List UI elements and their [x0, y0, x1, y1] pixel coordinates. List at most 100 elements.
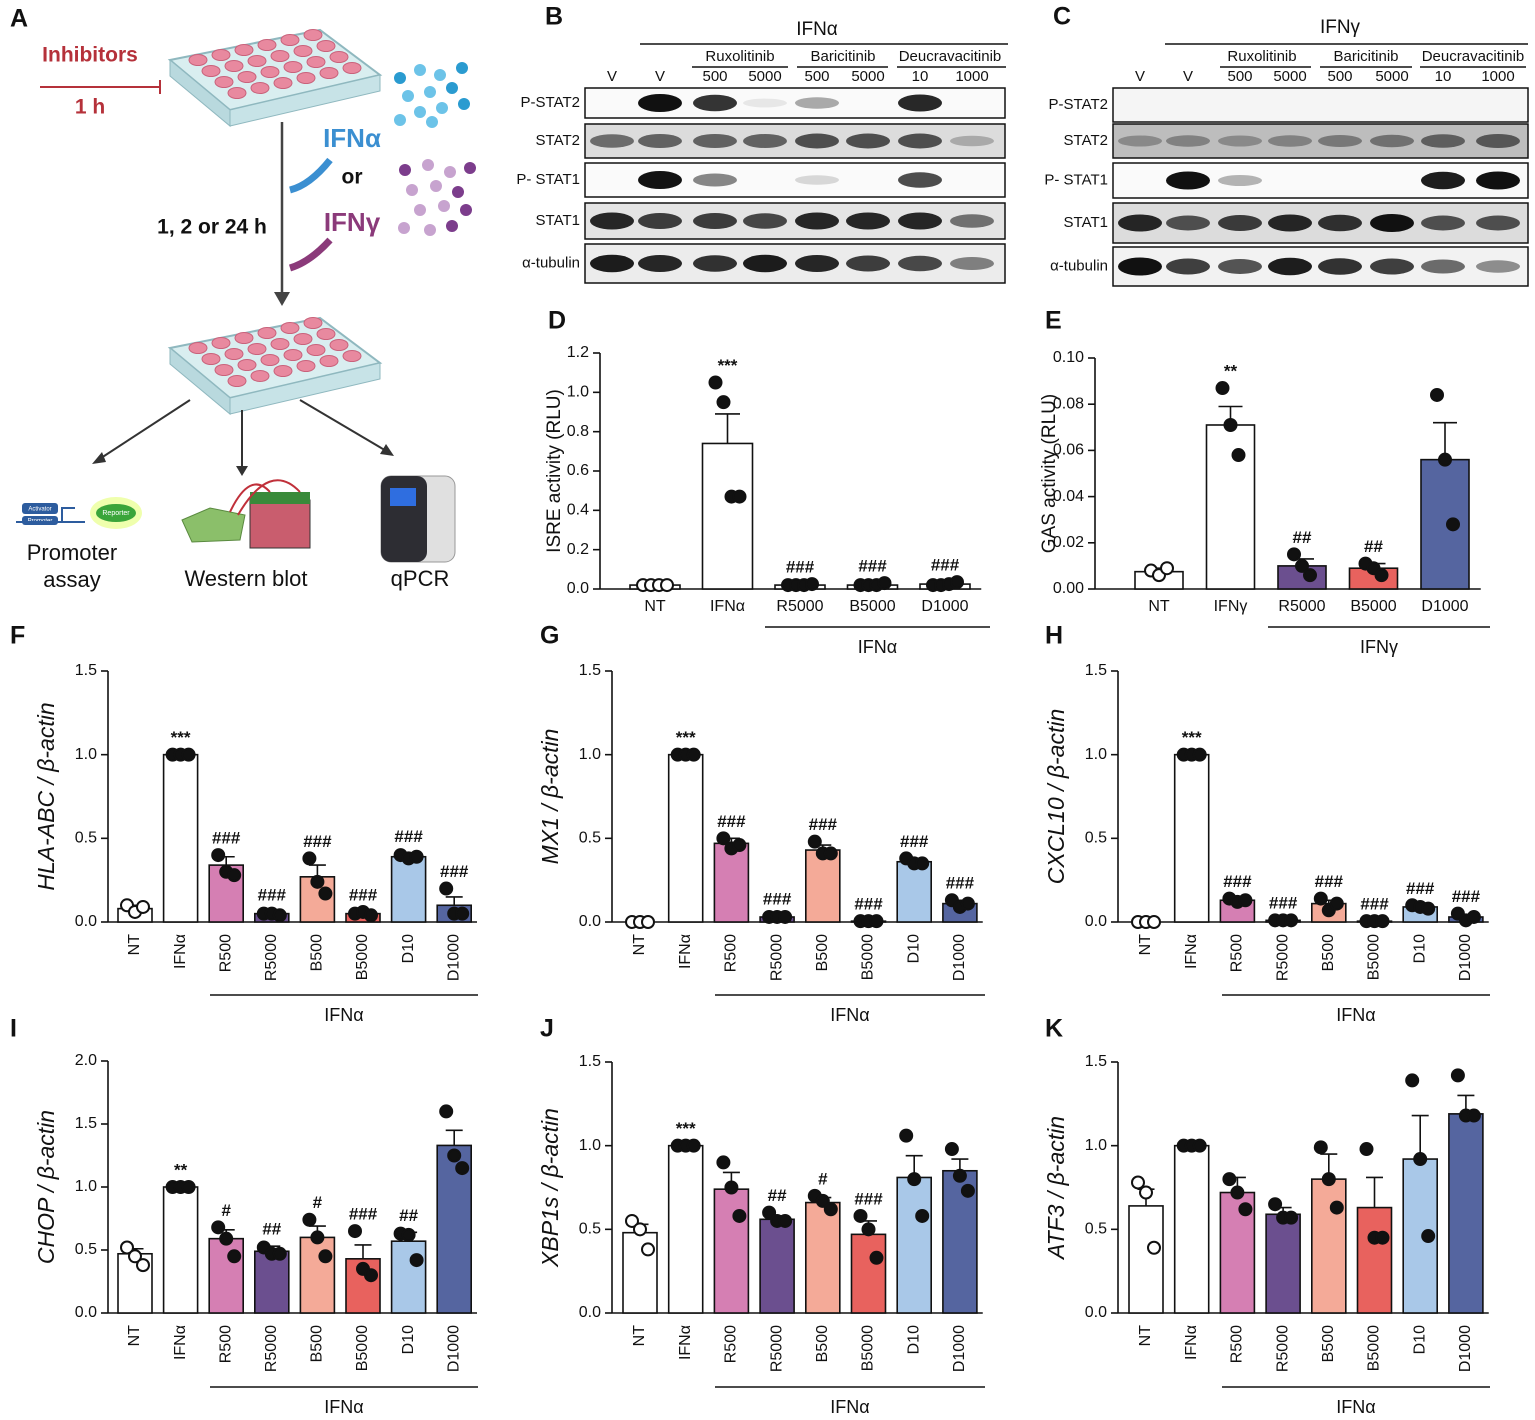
arrow-head [92, 452, 106, 464]
ifng-dot [424, 224, 436, 236]
data-point [853, 1208, 868, 1223]
drug-label: Baricitinib [810, 48, 875, 65]
row-label: P-STAT2 [1049, 96, 1108, 113]
well [270, 50, 290, 62]
bar [1173, 1144, 1210, 1314]
panel-label: C [1053, 3, 1071, 31]
data-point [960, 896, 975, 911]
band [1318, 135, 1362, 147]
x-tick-label: NT [126, 1325, 143, 1347]
plate-side [229, 362, 381, 415]
data-point [1284, 913, 1299, 928]
data-point [1313, 891, 1328, 906]
dose-label: 500 [1227, 68, 1252, 85]
data-point [952, 1168, 967, 1183]
significance: ### [349, 1205, 378, 1224]
well [201, 353, 221, 365]
band [693, 255, 737, 272]
well [211, 49, 231, 61]
data-point [633, 1222, 647, 1237]
ifng-dot [444, 166, 456, 178]
significance: ## [1293, 528, 1312, 547]
x-tick-label: D10 [1411, 1325, 1428, 1354]
data-point [227, 868, 242, 883]
dose-label: 5000 [1273, 68, 1306, 85]
data-point [1230, 1185, 1245, 1200]
row-label: P-STAT2 [521, 94, 580, 111]
x-tick-label: D1000 [951, 934, 968, 981]
data-point [409, 1253, 424, 1268]
ifna-dot [394, 72, 406, 84]
y-tick-label: 1.0 [579, 746, 601, 763]
significance: ## [1364, 537, 1383, 556]
dose-label: 500 [804, 68, 829, 85]
data-point [1223, 417, 1238, 432]
data-point [1466, 909, 1481, 924]
activator-box [22, 503, 58, 514]
data-point [364, 1268, 378, 1283]
data-point [1430, 387, 1444, 402]
drug-label: Deucravacitinib [899, 48, 1002, 65]
y-tick-label: 1.0 [75, 1178, 97, 1195]
ifng-dot [406, 184, 418, 196]
well [250, 82, 270, 94]
x-tick-label: B5000 [860, 1325, 877, 1371]
significance: ## [262, 1220, 281, 1239]
data-point [823, 846, 838, 861]
band [638, 171, 682, 189]
ifng-label: IFNγ [324, 207, 381, 237]
well [257, 39, 277, 51]
x-tick-label: D10 [1411, 934, 1428, 963]
significance: *** [171, 728, 191, 747]
data-point [272, 1246, 287, 1261]
arrow-head [380, 444, 394, 456]
y-axis-label: MX1 / β-actin [537, 729, 563, 865]
band [795, 212, 839, 230]
inhibitors-label: Inhibitors [42, 44, 138, 67]
band [590, 212, 634, 230]
ifna-dot [458, 98, 470, 110]
icon-label: Reporter [102, 510, 130, 517]
x-tick-label: B5000 [860, 934, 877, 980]
data-point [181, 747, 196, 762]
well [257, 327, 277, 339]
bar [390, 1240, 427, 1314]
band [693, 134, 737, 148]
band [1118, 135, 1162, 147]
data-point [815, 1193, 830, 1208]
time-label: 1, 2 or 24 h [157, 216, 267, 239]
arrow [97, 399, 191, 461]
significance: ### [303, 832, 332, 851]
data-point [1147, 915, 1161, 929]
significance: ### [854, 1189, 883, 1208]
x-tick-label: B5000 [354, 1325, 371, 1371]
treatment-label: IFNγ [1320, 17, 1361, 38]
band [638, 255, 682, 272]
dose-label: 5000 [748, 68, 781, 85]
bar [1356, 1206, 1393, 1314]
band [898, 212, 942, 230]
output-label: qPCR [391, 566, 450, 591]
error-bar [715, 413, 740, 444]
data-point [128, 1249, 142, 1264]
ifng-arrow [288, 237, 333, 272]
data-point [1139, 1185, 1153, 1200]
band [1421, 134, 1465, 148]
y-tick-label: 1.0 [75, 746, 97, 763]
plate [167, 28, 383, 128]
well [260, 354, 280, 366]
x-tick-label: R500 [1229, 1325, 1246, 1363]
data-point [1238, 1202, 1253, 1217]
y-tick-label: 0.06 [1053, 442, 1084, 459]
data-point [762, 1205, 777, 1220]
significance: *** [718, 356, 738, 375]
significance: *** [1182, 728, 1202, 747]
well [342, 350, 362, 362]
y-axis-label: XBP1s / β-actin [537, 1108, 563, 1268]
x-tick-label: R5000 [776, 598, 823, 615]
y-tick-label: 1.0 [1085, 746, 1107, 763]
x-tick-label: NT [631, 1325, 648, 1347]
well [234, 44, 254, 56]
y-axis-label: ISRE activity (RLU) [544, 389, 565, 553]
bar [1420, 458, 1470, 590]
